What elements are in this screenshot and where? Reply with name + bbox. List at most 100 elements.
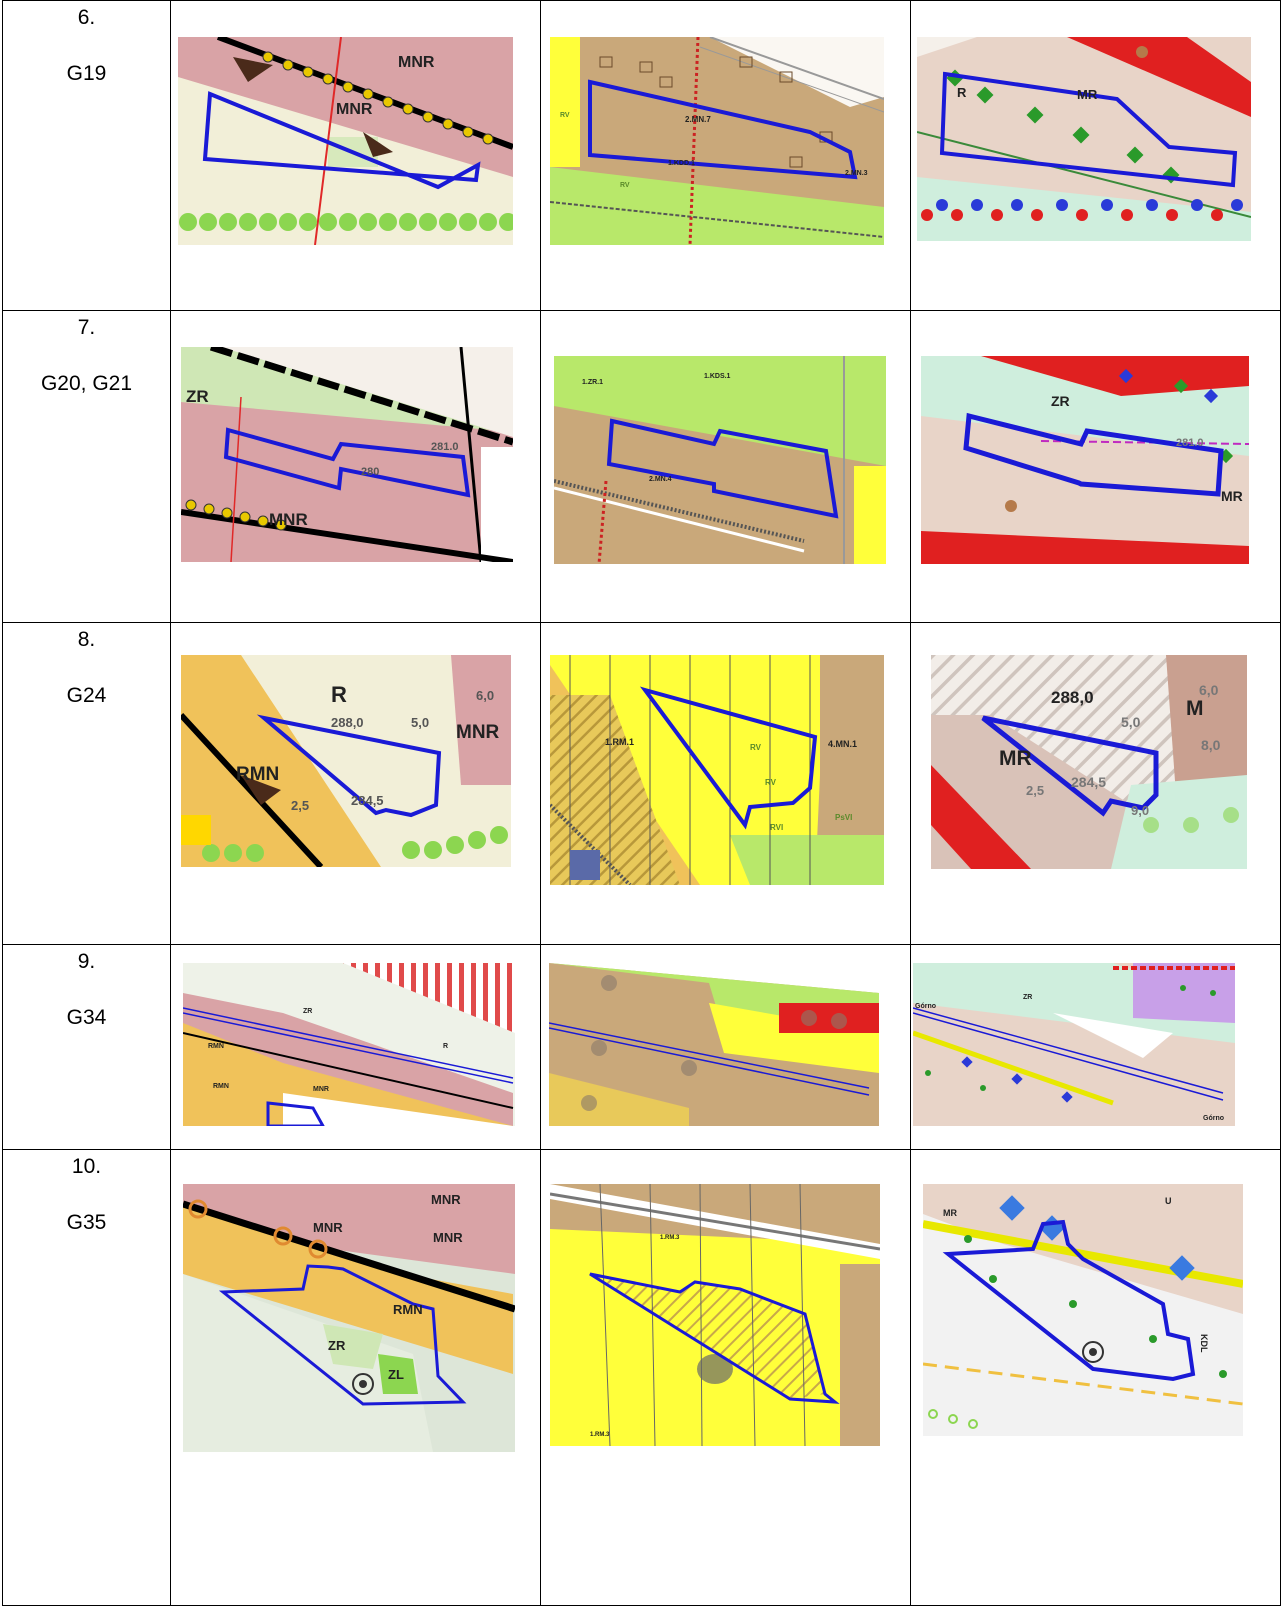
map-zoning-draft: R MR xyxy=(917,37,1251,241)
map-cell-plan xyxy=(540,944,911,1150)
map-zone-label: MR xyxy=(999,747,1032,770)
map-zone-label: MR xyxy=(1077,87,1098,102)
map-cell-plan: 1.ZR.1 1.KDS.1 2.MN.4 xyxy=(540,310,911,623)
map-zone-label: 2,5 xyxy=(1026,783,1044,798)
map-zone-label: 2.MN.7 xyxy=(685,115,711,124)
map-zone-label: RMN xyxy=(208,1043,224,1050)
map-study-excerpt: ZR MNR 281.0 280 xyxy=(181,347,513,562)
row-label-cell: 7. G20, G21 xyxy=(2,310,171,623)
row-codes: G34 xyxy=(66,1006,107,1029)
map-zone-label: RVI xyxy=(770,823,783,832)
map-study-excerpt: MNR MNR xyxy=(178,37,513,245)
map-zone-label: MR xyxy=(943,1208,957,1218)
map-zone-label: RV xyxy=(560,112,570,119)
row-codes: G24 xyxy=(66,684,107,707)
map-cell-zoning: Górno Górno ZR xyxy=(910,944,1281,1150)
map-zone-label: Górno xyxy=(915,1003,936,1010)
map-local-plan: 2.MN.7 1.KDD.1 2.MN.3 RV RV xyxy=(550,37,884,245)
map-study-excerpt: MNR MNR MNR ZR RMN ZL xyxy=(183,1184,515,1452)
map-zone-label: ZR xyxy=(303,1008,312,1015)
row-codes: G35 xyxy=(66,1211,107,1234)
map-zone-label: RV xyxy=(765,778,777,787)
map-zone-label: PsVI xyxy=(835,813,852,822)
map-zone-label: 1.RM.1 xyxy=(605,737,634,747)
map-zone-label: 8,0 xyxy=(1201,737,1221,753)
map-zone-label: R xyxy=(443,1043,448,1050)
map-zone-label: Górno xyxy=(1203,1115,1224,1122)
row-number: 7. xyxy=(77,316,96,339)
map-zone-label: MNR xyxy=(398,54,435,71)
map-zone-label: 2.MN.4 xyxy=(649,476,672,483)
row-label-cell: 9. G34 xyxy=(2,944,171,1150)
map-zone-label: 280 xyxy=(361,466,379,478)
map-zone-label: 1.KDD.1 xyxy=(668,160,695,167)
map-zone-label: M xyxy=(1186,697,1204,720)
table-row: 7. G20, G21 ZR xyxy=(2,310,1281,623)
map-cell-study: MNR MNR MNR ZR RMN ZL xyxy=(170,1149,541,1606)
map-cell-study: R 288,0 5,0 MNR 6,0 RMN 2,5 284,5 xyxy=(170,622,541,945)
map-zone-label: RV xyxy=(620,182,630,189)
map-zone-label: MNR xyxy=(456,722,500,743)
map-zone-label: ZL xyxy=(388,1367,404,1382)
table-row: 8. G24 R 288,0 5,0 xyxy=(2,622,1281,945)
map-cell-study: MNR MNR xyxy=(170,0,541,311)
map-zone-label: ZR xyxy=(186,387,209,406)
map-zone-label: MNR xyxy=(269,510,308,529)
row-codes: G19 xyxy=(66,62,107,85)
map-cell-study: ZR RMN RMN MNR R xyxy=(170,944,541,1150)
map-zone-label: KDL xyxy=(1199,1334,1209,1353)
map-zoning-draft: Górno Górno ZR xyxy=(913,963,1235,1126)
map-zone-label: MNR xyxy=(431,1192,461,1207)
map-zone-label: 5,0 xyxy=(411,715,429,730)
table-row: 6. G19 xyxy=(2,0,1281,311)
map-zone-label: 1.RM.3 xyxy=(660,1235,680,1241)
map-zone-label: 4.MN.1 xyxy=(828,739,857,749)
map-cell-plan: 1.RM.1 4.MN.1 RV RV PsVI RVI xyxy=(540,622,911,945)
row-label-cell: 10. G35 xyxy=(2,1149,171,1606)
map-zone-label: RMN xyxy=(213,1083,229,1090)
map-zone-label: ZR xyxy=(1051,393,1070,409)
map-zone-label: 5,0 xyxy=(1121,714,1141,730)
table-row: 10. G35 MNR MNR MNR xyxy=(2,1149,1281,1606)
map-zoning-draft: ZR MR 281.0 xyxy=(921,356,1249,564)
row-number: 9. xyxy=(77,950,96,973)
map-cell-zoning: ZR MR 281.0 xyxy=(910,310,1281,623)
map-zone-label: ZR xyxy=(1023,994,1032,1001)
map-zone-label: ZR xyxy=(328,1338,346,1353)
map-zone-label: MNR xyxy=(313,1086,329,1093)
row-label-cell: 6. G19 xyxy=(2,0,171,311)
map-zone-label: 6,0 xyxy=(476,688,494,703)
map-zone-label: MNR xyxy=(336,101,373,118)
map-zone-label: 284,5 xyxy=(351,793,384,808)
map-zone-label: 284,5 xyxy=(1071,774,1106,790)
map-zone-label: 288,0 xyxy=(1051,688,1094,707)
map-zone-label: 1.KDS.1 xyxy=(704,373,731,380)
map-zone-label: RMN xyxy=(393,1302,423,1317)
map-zone-label: 2.MN.3 xyxy=(845,170,868,177)
map-cell-plan: 2.MN.7 1.KDD.1 2.MN.3 RV RV xyxy=(540,0,911,311)
map-study-excerpt: ZR RMN RMN MNR R xyxy=(183,963,515,1126)
map-zone-label: 288,0 xyxy=(331,715,364,730)
map-zone-label: R xyxy=(331,682,347,707)
map-zone-label: 1.RM.3 xyxy=(590,1432,610,1438)
map-zone-label: MR xyxy=(1221,488,1243,504)
map-zoning-draft: MR KDL U xyxy=(923,1184,1243,1436)
map-zoning-draft: 288,0 5,0 M 6,0 8,0 MR 2,5 284,5 9,0 xyxy=(931,655,1247,869)
row-number: 10. xyxy=(71,1155,102,1178)
row-number: 8. xyxy=(77,628,96,651)
map-zone-label: MNR xyxy=(433,1230,463,1245)
map-local-plan: 1.RM.3 1.RM.3 xyxy=(550,1184,880,1446)
map-zone-label: 1.ZR.1 xyxy=(582,379,603,386)
map-local-plan: 1.ZR.1 1.KDS.1 2.MN.4 xyxy=(554,356,886,564)
map-cell-plan: 1.RM.3 1.RM.3 xyxy=(540,1149,911,1606)
map-zone-label: 281.0 xyxy=(1176,437,1204,449)
map-zone-label: R xyxy=(957,85,967,100)
map-zone-label: 9,0 xyxy=(1131,803,1149,818)
row-label-cell: 8. G24 xyxy=(2,622,171,945)
map-cell-study: ZR MNR 281.0 280 xyxy=(170,310,541,623)
map-local-plan: 1.RM.1 4.MN.1 RV RV PsVI RVI xyxy=(550,655,884,885)
map-study-excerpt: R 288,0 5,0 MNR 6,0 RMN 2,5 284,5 xyxy=(181,655,511,867)
map-zone-label: RV xyxy=(750,743,762,752)
map-zone-label: U xyxy=(1165,1196,1172,1206)
